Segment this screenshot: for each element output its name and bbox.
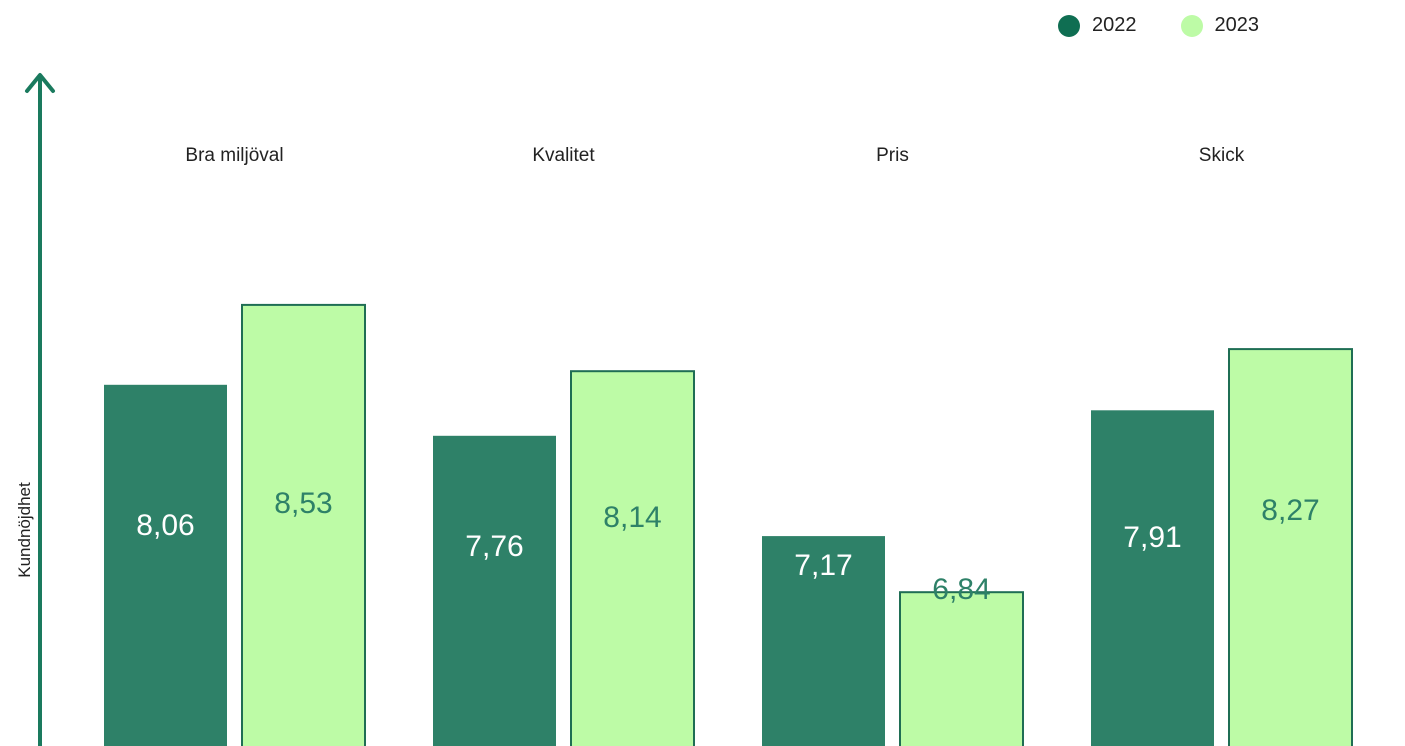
- category-label-pris: Pris: [876, 145, 909, 166]
- legend-item-2022: 2022: [1058, 14, 1137, 37]
- category-label-skick: Skick: [1199, 145, 1245, 166]
- bar-bra-milj-val-2023: [241, 303, 366, 746]
- data-label-bra-milj-val-2023: 8,53: [274, 487, 332, 520]
- data-label-pris-2023: 6,84: [932, 573, 990, 606]
- legend-label-2023: 2023: [1214, 14, 1260, 36]
- data-label-pris-2022: 7,17: [794, 549, 852, 582]
- bar-kvalitet-2022: [433, 435, 556, 746]
- data-label-skick-2022: 7,91: [1123, 521, 1181, 554]
- category-label-kvalitet: Kvalitet: [532, 145, 595, 166]
- bar-skick-2023: [1228, 348, 1353, 746]
- bar-bra-milj-val-2022: [104, 384, 227, 746]
- legend: 2022 2023: [1058, 14, 1303, 37]
- axis-layer: [25, 73, 55, 746]
- data-label-bra-milj-val-2022: 8,06: [136, 509, 194, 542]
- legend-item-2023: 2023: [1180, 14, 1260, 37]
- bars-layer: [104, 303, 1353, 746]
- legend-swatch-2022: [1058, 14, 1080, 37]
- legend-swatch-2023: [1180, 14, 1203, 37]
- category-label-bra-milj-val: Bra miljöval: [185, 145, 283, 166]
- y-axis-arrowhead: [25, 73, 55, 93]
- data-label-kvalitet-2022: 7,76: [465, 530, 523, 563]
- bar-pris-2022: [762, 536, 885, 746]
- bar-skick-2022: [1091, 410, 1214, 746]
- bar-kvalitet-2023: [570, 370, 695, 746]
- bar-pris-2023: [899, 591, 1024, 746]
- data-label-kvalitet-2023: 8,14: [603, 501, 661, 534]
- data-label-skick-2023: 8,27: [1261, 494, 1319, 527]
- legend-label-2022: 2022: [1092, 14, 1137, 36]
- labels-layer: Bra miljöval 8,06 8,53 Kvalitet 7,76 8,14 Pris…: [136, 145, 1319, 606]
